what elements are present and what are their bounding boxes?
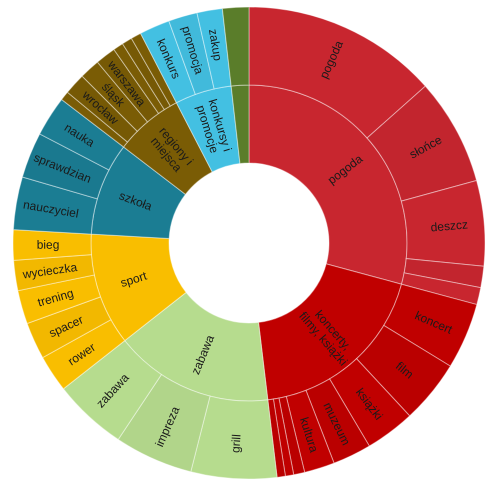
outer-wedge-1-4[interactable] xyxy=(403,258,485,289)
outer-wedge-5-1[interactable] xyxy=(12,176,98,235)
outer-wedge-1-1[interactable] xyxy=(248,6,427,139)
outer-wedge-7-2[interactable] xyxy=(168,12,215,96)
inner-wedge-8[interactable] xyxy=(230,84,250,165)
outer-wedge-4-2[interactable] xyxy=(26,296,112,359)
outer-wedge-2-5[interactable] xyxy=(285,389,335,473)
outer-wedge-4-1[interactable] xyxy=(42,319,126,390)
outer-wedge-4-3[interactable] xyxy=(17,274,102,325)
outer-wedge-6-1[interactable] xyxy=(60,91,129,148)
outer-label-4-5: bieg xyxy=(37,238,60,252)
outer-label-7-3: zakup xyxy=(206,28,225,62)
outer-wedge-4-4[interactable] xyxy=(13,254,95,292)
outer-wedge-5-2[interactable] xyxy=(21,133,110,200)
outer-wedge-6-5[interactable] xyxy=(113,43,166,115)
outer-wedge-6-7[interactable] xyxy=(130,32,178,107)
outer-label-3-1: grill xyxy=(228,434,243,454)
outer-wedge-2-3[interactable] xyxy=(328,358,411,447)
outer-wedge-3-1[interactable] xyxy=(190,395,278,480)
outer-wedge-2-4[interactable] xyxy=(305,378,371,464)
outer-wedge-2-6[interactable] xyxy=(278,395,306,476)
inner-wedge-2[interactable] xyxy=(257,263,403,401)
outer-label-1-3: deszcz xyxy=(430,217,468,234)
outer-wedge-7-1[interactable] xyxy=(139,20,197,104)
inner-wedge-5[interactable] xyxy=(90,146,187,240)
outer-wedge-6-4[interactable] xyxy=(96,48,160,123)
outer-wedge-6-6[interactable] xyxy=(121,37,171,111)
inner-wedge-3[interactable] xyxy=(124,291,269,402)
outer-wedge-8-1[interactable] xyxy=(221,6,250,87)
inner-wedge-1[interactable] xyxy=(248,84,408,285)
